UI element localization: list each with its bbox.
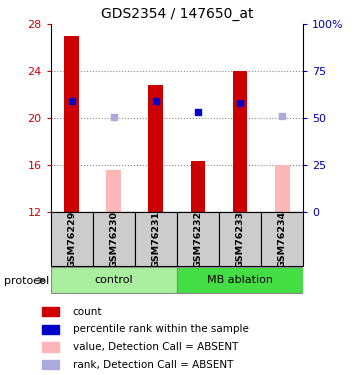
Text: GSM76229: GSM76229	[67, 210, 76, 268]
Text: control: control	[95, 275, 133, 285]
Title: GDS2354 / 147650_at: GDS2354 / 147650_at	[101, 7, 253, 21]
Text: value, Detection Call = ABSENT: value, Detection Call = ABSENT	[73, 342, 238, 352]
Bar	[177, 267, 303, 293]
Bar	[148, 86, 163, 212]
Bar	[42, 360, 59, 369]
Bar	[191, 162, 205, 212]
Bar	[42, 307, 59, 316]
Text: count: count	[73, 307, 102, 316]
Bar	[261, 212, 303, 266]
Text: percentile rank within the sample: percentile rank within the sample	[73, 324, 248, 334]
Text: GSM76234: GSM76234	[278, 210, 287, 268]
Text: rank, Detection Call = ABSENT: rank, Detection Call = ABSENT	[73, 360, 233, 370]
Bar	[233, 71, 247, 212]
Text: GSM76230: GSM76230	[109, 211, 118, 268]
Text: protocol: protocol	[4, 276, 49, 285]
Bar	[275, 165, 290, 212]
Bar	[42, 325, 59, 334]
Bar	[64, 36, 79, 212]
Text: GSM76232: GSM76232	[193, 210, 203, 268]
Bar	[93, 212, 135, 266]
Bar	[177, 212, 219, 266]
Bar	[51, 212, 93, 266]
Text: MB ablation: MB ablation	[207, 275, 273, 285]
Bar	[51, 267, 177, 293]
Bar	[219, 212, 261, 266]
Text: GSM76231: GSM76231	[151, 210, 160, 268]
Text: GSM76233: GSM76233	[236, 211, 244, 268]
Bar	[42, 342, 59, 352]
Bar	[106, 170, 121, 212]
Bar	[135, 212, 177, 266]
